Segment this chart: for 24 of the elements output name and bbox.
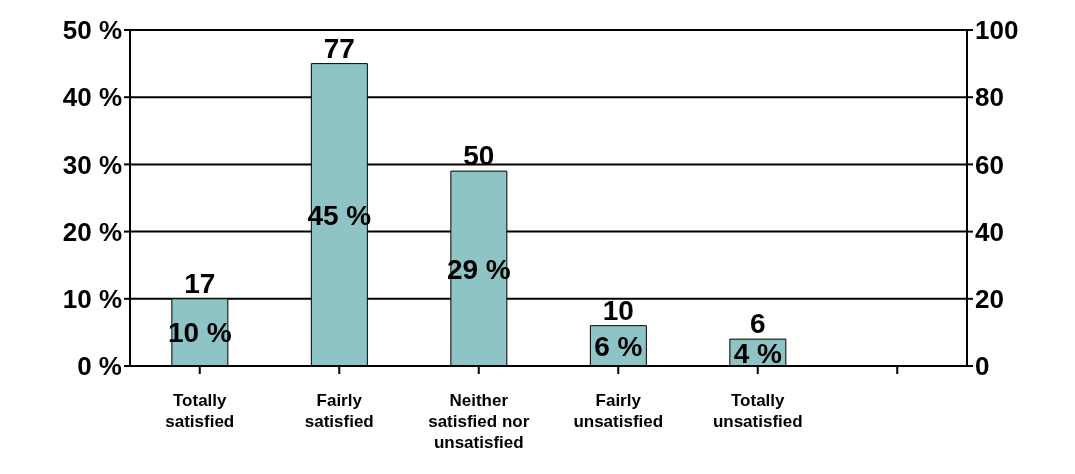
- x-tick-label: Fairly unsatisfied: [573, 391, 664, 431]
- y-tick-label: 30 %: [62, 149, 122, 180]
- x-tick-label: Fairly satisfied: [304, 391, 374, 431]
- annotation: 17: [184, 267, 216, 299]
- y-tick-label: 20 %: [62, 216, 122, 247]
- y2-tick-label: 100: [975, 15, 1019, 46]
- data-label: 6 %: [594, 330, 643, 362]
- x-tick-label: Neither satisfied nor unsatisfied: [428, 391, 530, 452]
- annotation: 10: [602, 294, 634, 326]
- y2-tick-label: 60: [975, 149, 1004, 180]
- y2-tick-label: 80: [975, 82, 1004, 113]
- annotation: 50: [463, 140, 495, 172]
- y2-tick-label: 40: [975, 216, 1004, 247]
- annotation: 6: [749, 308, 766, 340]
- y-tick-label: 50 %: [62, 15, 122, 46]
- y-tick-label: 10 %: [62, 284, 122, 315]
- y2-tick-label: 20: [975, 284, 1004, 315]
- y-tick-label: 0 %: [77, 351, 122, 382]
- x-tick-label: Totally satisfied: [165, 391, 235, 431]
- data-label: 4 %: [733, 337, 783, 369]
- y2-tick-label: 0: [975, 351, 990, 382]
- y-tick-label: 40 %: [62, 82, 122, 113]
- x-tick-label: Totally unsatisfied: [712, 391, 803, 431]
- annotation: 77: [323, 32, 355, 64]
